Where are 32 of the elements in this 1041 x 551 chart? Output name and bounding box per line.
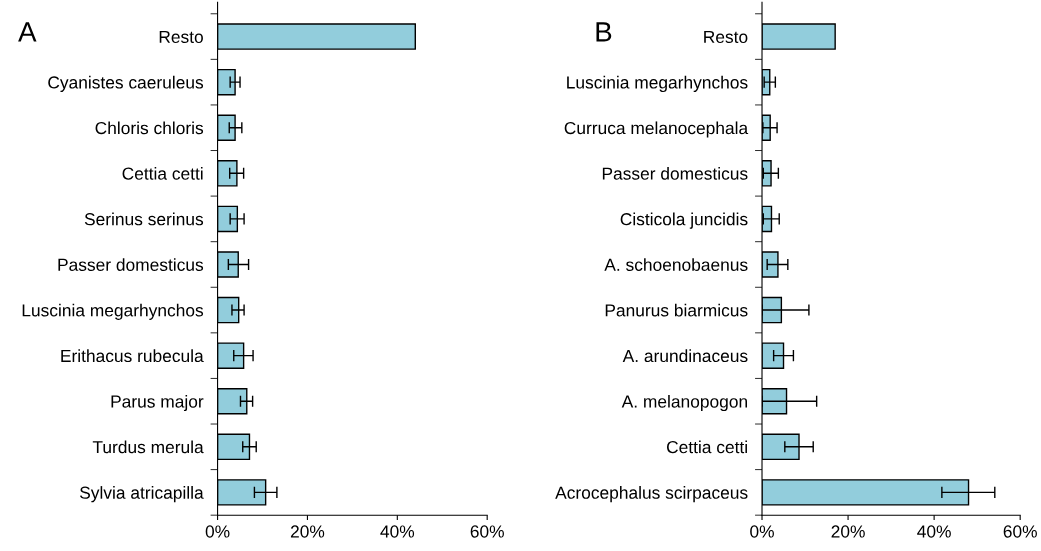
y-tick-label: A. schoenobaenus [604, 258, 748, 271]
y-tick-label: Erithacus rubecula [61, 349, 204, 363]
y-tick-label: Curruca melanocephala [564, 121, 749, 138]
y-tick-label: Resto [159, 30, 203, 44]
y-tick-label: Chloris chloris [95, 121, 204, 135]
y-tick-label: Cyanistes caeruleus [48, 75, 204, 93]
y-tick-label: Acrocephalus scirpaceus [555, 486, 748, 503]
y-tick-label: Serinus serinus [84, 212, 204, 226]
y-tick-label: Luscinia megarhynchos [22, 303, 204, 320]
x-tick-label: 20% [831, 525, 865, 538]
y-tick-label: Cisticola juncidis [620, 212, 748, 229]
y-tick-label: Resto [704, 30, 748, 44]
y-tick-label: A. arundinaceus [622, 349, 748, 363]
y-tick-label: Parus major [111, 394, 204, 412]
y-tick-label: Panurus biarmicus [605, 303, 748, 317]
x-tick-label: 40% [917, 525, 951, 538]
y-tick-label: Cettia cetti [666, 440, 747, 454]
x-tick-label: 20% [290, 525, 325, 538]
y-tick-label: Passer domesticus [602, 167, 748, 180]
text: A [18, 22, 37, 42]
x-tick-label: 60% [470, 525, 504, 538]
x-tick-label: 40% [380, 525, 415, 538]
y-tick-label: Cettia cetti [122, 167, 203, 180]
y-tick-label: A. melanopogon [621, 394, 748, 412]
x-tick-label: 0% [750, 525, 774, 538]
x-tick-label: 0% [205, 525, 230, 538]
text: B [596, 22, 612, 42]
x-tick-label: 60% [1003, 525, 1037, 538]
y-tick-label: Passer domesticus [58, 258, 204, 271]
y-tick-label: Turdus merula [92, 440, 204, 454]
y-tick-label: Sylvia atricapilla [80, 486, 204, 503]
y-tick-label: Luscinia megarhynchos [567, 75, 748, 93]
